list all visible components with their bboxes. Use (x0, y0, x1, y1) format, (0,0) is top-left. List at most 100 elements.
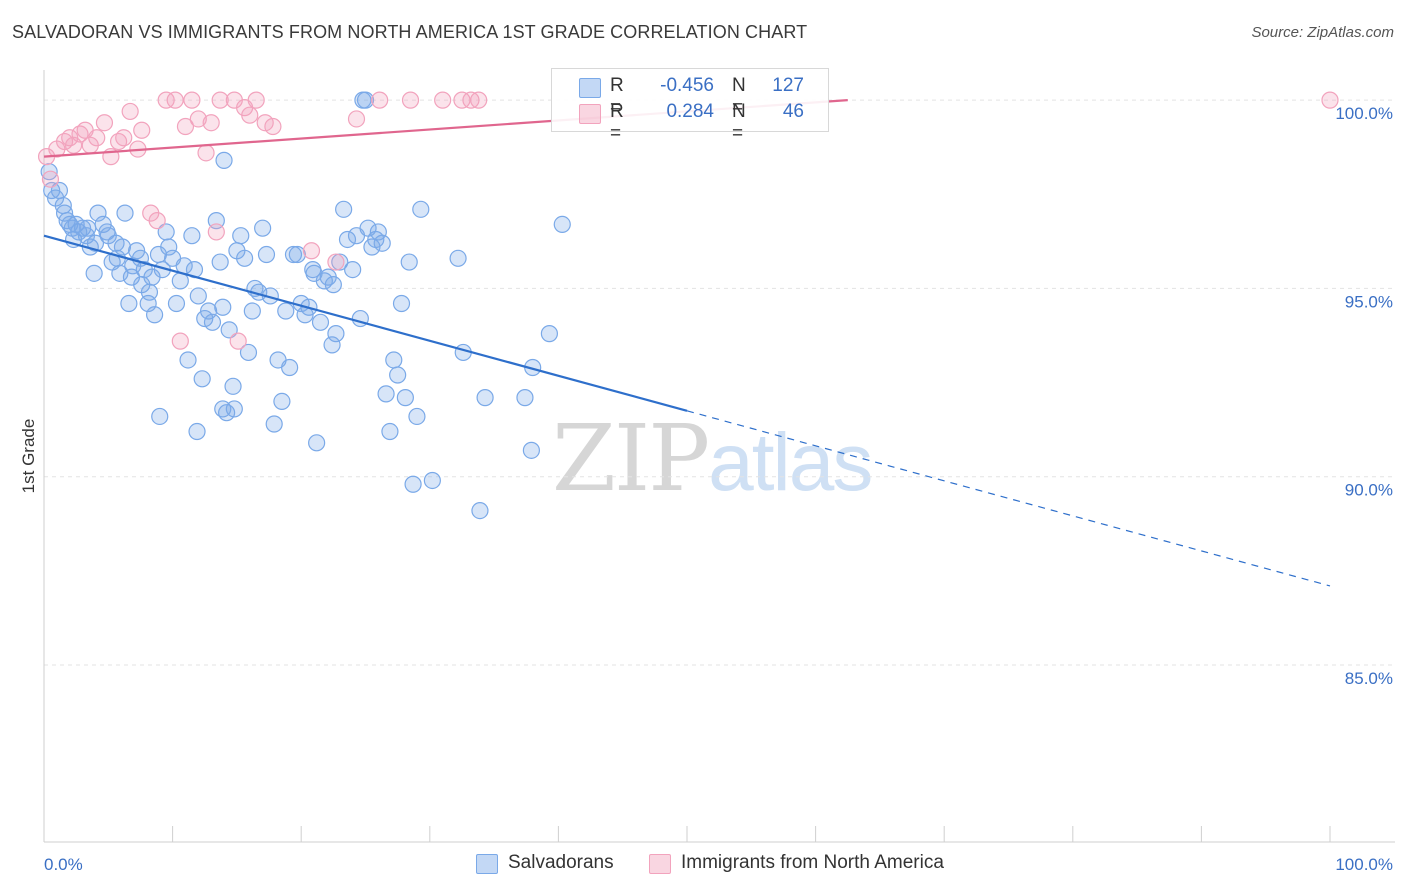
watermark-atlas: atlas (708, 417, 873, 508)
immigrant-point (453, 91, 471, 109)
salvadoran-point (160, 238, 178, 256)
salvadoran-trend-line (43, 234, 688, 412)
salvadoran-point (354, 91, 372, 109)
x-tick-label: 0.0% (44, 855, 83, 874)
immigrant-point (202, 114, 220, 132)
salvadoran-point (540, 325, 558, 343)
immigrant-point (183, 91, 201, 109)
salvadoran-point (120, 294, 138, 313)
immigrant-point (176, 117, 195, 136)
salvadoran-point (377, 385, 395, 403)
legend-swatch-salvadorans (476, 854, 498, 874)
legend-label-salvadorans: Salvadorans (508, 852, 614, 873)
immigrant-point (88, 129, 106, 147)
salvadoran-point (281, 358, 299, 377)
immigrant-point (211, 91, 229, 109)
salvadoran-point (203, 313, 222, 331)
salvadoran-point (113, 238, 132, 256)
salvadoran-point (423, 471, 441, 490)
salvadoran-point (232, 227, 250, 245)
correlation-legend: R = -0.456 N = 127 R = 0.284 N = 46 (551, 68, 829, 144)
salvadoran-point (140, 283, 159, 301)
legend-swatch-salvadorans (579, 78, 601, 98)
immigrant-point (148, 212, 166, 230)
salvadoran-point (344, 260, 362, 279)
salvadoran-point (243, 302, 261, 320)
legend-n-value: 46 (782, 101, 804, 122)
legend-r-label: R = (610, 101, 624, 144)
salvadoran-point (389, 366, 407, 384)
y-tick-label: 85.0% (1345, 669, 1393, 688)
y-tick-label: 90.0% (1345, 481, 1393, 500)
legend-n-label: N = (732, 75, 746, 118)
x-tick-label: 100.0% (1335, 855, 1393, 874)
legend-label-immigrants: Immigrants from North America (681, 852, 944, 873)
salvadoran-point (327, 325, 345, 343)
immigrant-point (347, 110, 366, 128)
salvadoran-point (288, 245, 306, 264)
salvadoran-point (476, 389, 494, 407)
immigrant-point (41, 170, 60, 188)
salvadoran-point (220, 321, 238, 339)
salvadoran-point (179, 351, 197, 369)
watermark-zip: ZIP (552, 405, 710, 512)
immigrant-point (207, 223, 225, 241)
salvadoran-point (193, 370, 211, 388)
immigrant-point (241, 106, 259, 124)
data-points (37, 91, 1339, 520)
immigrant-point (327, 253, 345, 271)
salvadoran-point (265, 415, 283, 433)
salvadoran-point (412, 200, 430, 218)
salvadoran-point (277, 302, 295, 320)
immigrant-point (157, 91, 175, 109)
salvadoran-point (273, 392, 291, 410)
salvadoran-point (308, 434, 326, 452)
legend-swatch-immigrants (579, 104, 601, 124)
salvadoran-point (239, 343, 258, 362)
salvadoran-point (373, 234, 391, 252)
legend-r-value: -0.456 (660, 75, 714, 96)
salvadoran-point (369, 223, 387, 241)
salvadoran-point (183, 227, 201, 245)
immigrant-point (171, 332, 189, 350)
salvadoran-point (404, 475, 422, 493)
salvadoran-point (224, 377, 242, 395)
salvadoran-point (331, 253, 349, 271)
salvadoran-trend-extension (686, 410, 1331, 587)
axes (43, 70, 1395, 843)
immigrant-point (166, 91, 184, 109)
salvadoran-point (400, 253, 418, 271)
salvadoran-point (392, 294, 411, 313)
salvadoran-point (46, 189, 65, 207)
grid-lines (44, 99, 1395, 666)
legend-r-label: R = (610, 75, 624, 118)
salvadoran-point (381, 422, 399, 441)
immigrant-point (189, 110, 207, 128)
legend-r-value: 0.284 (666, 101, 714, 122)
salvadoran-point (214, 298, 232, 316)
legend-n-label: N = (732, 101, 746, 144)
salvadoran-point (449, 249, 467, 267)
salvadoran-point (311, 313, 330, 331)
salvadoran-point (85, 264, 103, 282)
salvadoran-point (396, 389, 414, 407)
salvadoran-point (189, 287, 207, 305)
salvadoran-point (553, 215, 571, 233)
salvadoran-point (55, 204, 74, 222)
tick-labels: 85.0% 90.0% 95.0% 100.0% 0.0% 100.0% 1st Grade (19, 104, 1393, 874)
y-tick-label: 100.0% (1335, 104, 1393, 123)
salvadoran-point (188, 422, 206, 441)
salvadoran-point (338, 230, 357, 249)
source-label: Source: ZipAtlas.com (1251, 24, 1394, 41)
immigrant-point (229, 332, 247, 350)
salvadoran-point (116, 204, 134, 222)
immigrant-point (95, 114, 114, 132)
immigrant-point (401, 91, 420, 109)
immigrant-point (1321, 91, 1339, 109)
immigrant-point (197, 144, 215, 162)
immigrant-point (434, 91, 452, 109)
immigrant-point (302, 242, 321, 260)
salvadoran-point (324, 276, 342, 294)
salvadoran-point (516, 389, 534, 407)
